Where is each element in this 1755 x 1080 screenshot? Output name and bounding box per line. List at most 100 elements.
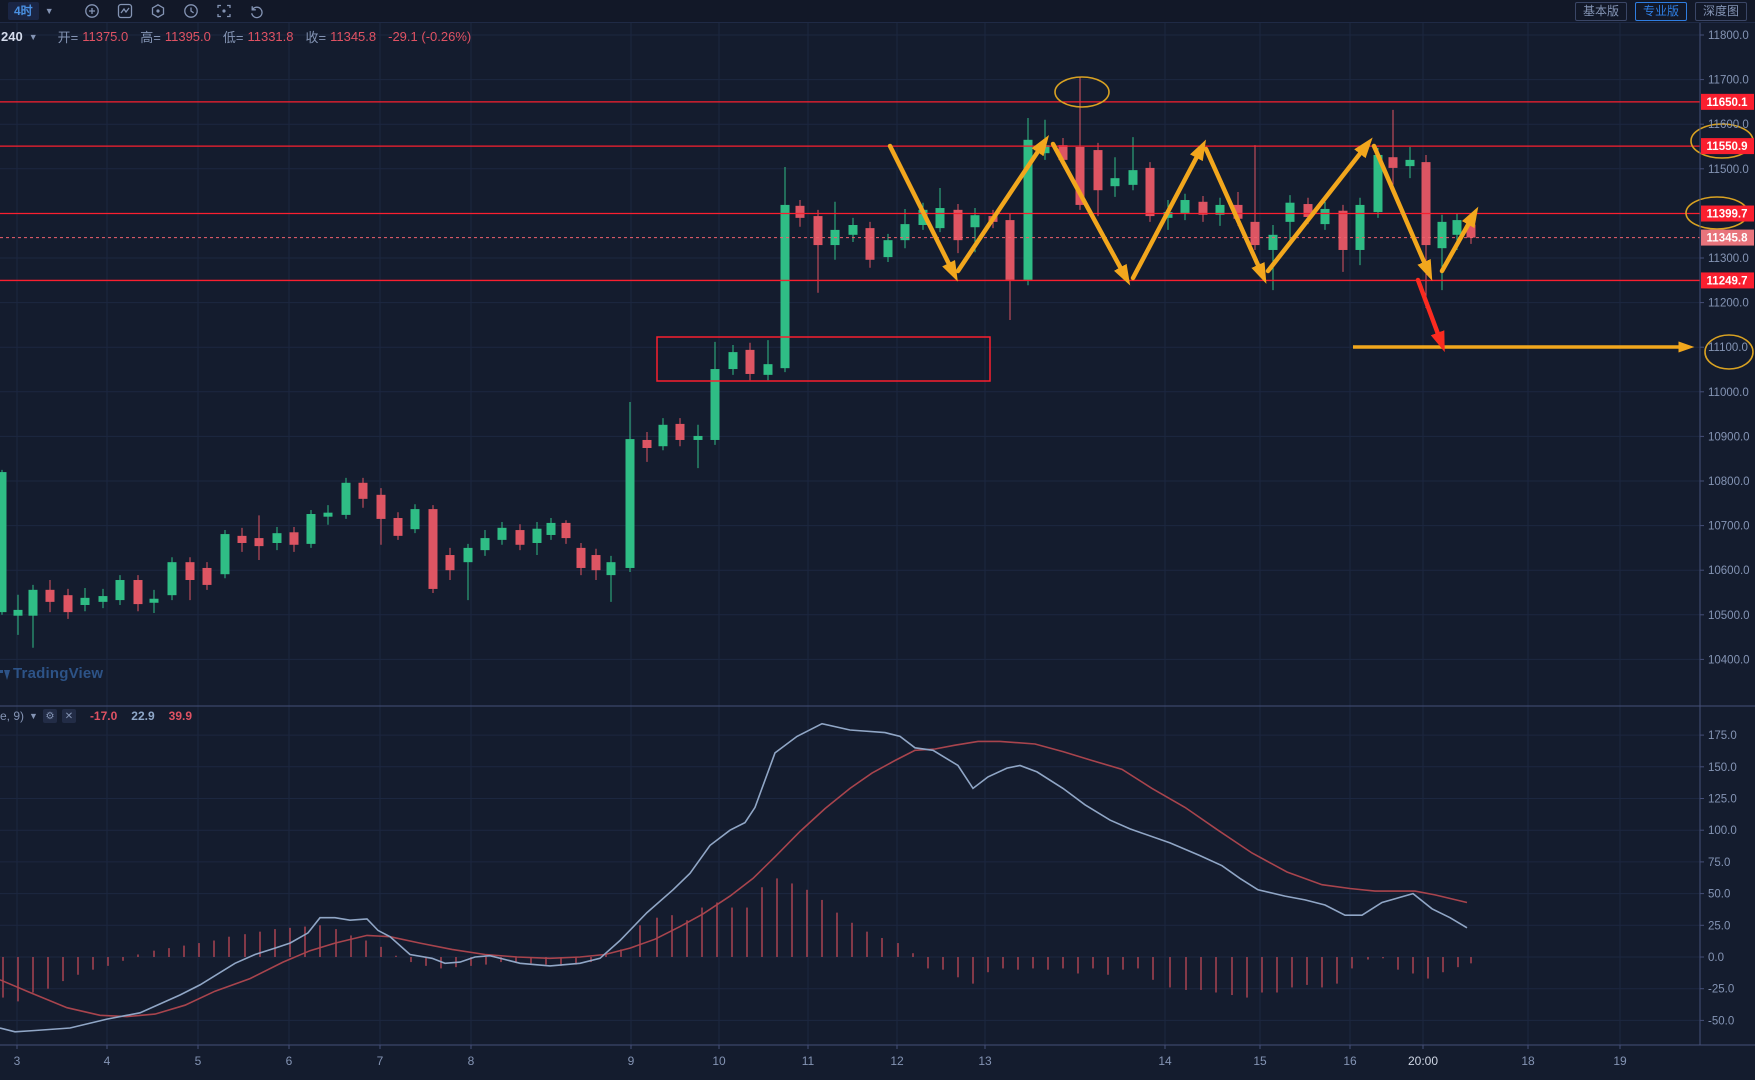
close-label: 收=: [305, 30, 327, 45]
level-price-badge: 11550.9: [1701, 138, 1754, 155]
svg-text:4: 4: [104, 1054, 111, 1068]
svg-text:10700.0: 10700.0: [1708, 521, 1750, 533]
svg-text:-25.0: -25.0: [1708, 984, 1734, 996]
tradingview-watermark: TradingView: [0, 665, 103, 682]
close-value: 11345.8: [330, 29, 377, 44]
change-value: -29.1 (-0.26%): [388, 29, 472, 44]
indicator-settings-button[interactable]: ⚙: [42, 709, 57, 723]
candles-layer: [0, 77, 1476, 648]
svg-text:9: 9: [628, 1054, 635, 1068]
svg-text:11500.0: 11500.0: [1708, 164, 1749, 176]
svg-text:11700.0: 11700.0: [1708, 75, 1749, 87]
low-value: 11331.8: [247, 29, 294, 44]
pane-borders: [0, 22, 1755, 1046]
svg-text:12: 12: [890, 1054, 904, 1068]
svg-text:11100.0: 11100.0: [1708, 342, 1748, 354]
zigzag-arrow: [1265, 137, 1373, 274]
svg-text:50.0: 50.0: [1708, 889, 1730, 901]
svg-text:11650.1: 11650.1: [1707, 97, 1749, 109]
price-axis[interactable]: 11800.0 11700.0 11600.0 11500.0 11300.0 11200…: [1700, 30, 1754, 1027]
highlight-ellipse: [1704, 334, 1754, 370]
breakdown-red-arrow: [1415, 277, 1445, 353]
svg-text:10900.0: 10900.0: [1708, 431, 1750, 443]
macd-indicator-layer: [0, 722, 1472, 1033]
indicator-close-button[interactable]: ✕: [61, 709, 76, 723]
svg-text:20:00: 20:00: [1408, 1054, 1438, 1068]
svg-text:18: 18: [1521, 1054, 1535, 1068]
time-axis[interactable]: 3 4 5 6 7 8 9 10 11 12 13 14 15 16 20:00 18 19: [14, 1045, 1627, 1068]
svg-text:7: 7: [377, 1054, 384, 1068]
open-label: 开=: [57, 30, 79, 45]
screenshot-icon[interactable]: [216, 3, 232, 19]
indicator-hist-value: -17.0: [89, 709, 118, 723]
indicator-chevron-down-icon[interactable]: ▼: [29, 711, 38, 721]
svg-text:6: 6: [286, 1054, 293, 1068]
highlight-ellipse: [1054, 76, 1110, 108]
svg-text:11345.8: 11345.8: [1707, 233, 1749, 245]
chevron-down-icon[interactable]: ▼: [28, 31, 38, 42]
last-price-badge: 11345.8: [1701, 229, 1754, 246]
price-levels-layer: [0, 101, 1700, 282]
toolbar: 4时 ▼ 基本版 专业版 深度图: [0, 0, 1755, 23]
depth-chart-button[interactable]: 深度图: [1694, 1, 1747, 21]
zigzag-arrow: [1371, 143, 1433, 281]
high-label: 高=: [140, 30, 161, 45]
svg-text:14: 14: [1158, 1054, 1172, 1068]
svg-text:10400.0: 10400.0: [1708, 654, 1750, 666]
indicator-macd-value: 22.9: [131, 709, 155, 723]
indicator-line-icon[interactable]: [117, 3, 133, 19]
high-value: 11395.0: [164, 29, 211, 44]
svg-text:100.0: 100.0: [1708, 825, 1737, 837]
signal-line: [0, 740, 1468, 1018]
svg-text:5: 5: [195, 1054, 202, 1068]
zigzag-arrow: [1050, 141, 1131, 286]
macd-line: [0, 722, 1468, 1033]
tradingview-logo-icon: [0, 670, 10, 680]
svg-text:11550.9: 11550.9: [1707, 141, 1748, 153]
svg-text:15: 15: [1253, 1054, 1267, 1068]
symbol-interval-label[interactable]: 240: [1, 29, 23, 44]
indicator-signal-value: 39.9: [168, 709, 193, 723]
svg-text:75.0: 75.0: [1708, 857, 1730, 869]
undo-icon[interactable]: [249, 3, 265, 19]
zigzag-arrow: [1203, 146, 1267, 284]
svg-text:10: 10: [712, 1054, 726, 1068]
svg-text:11249.7: 11249.7: [1707, 275, 1748, 287]
svg-text:16: 16: [1343, 1054, 1357, 1068]
svg-text:11000.0: 11000.0: [1708, 387, 1749, 399]
svg-text:3: 3: [14, 1054, 21, 1068]
hexagon-icon[interactable]: [150, 3, 166, 19]
zigzag-arrow: [887, 143, 958, 282]
svg-text:10800.0: 10800.0: [1708, 476, 1750, 488]
svg-text:10500.0: 10500.0: [1708, 610, 1750, 622]
level-price-badge: 11249.7: [1701, 272, 1754, 289]
interval-chevron-down-icon[interactable]: ▼: [44, 6, 54, 16]
svg-text:10600.0: 10600.0: [1708, 565, 1750, 577]
level-price-badge: 11650.1: [1701, 93, 1754, 110]
svg-text:125.0: 125.0: [1708, 794, 1737, 806]
svg-text:13: 13: [978, 1054, 992, 1068]
svg-text:150.0: 150.0: [1708, 762, 1737, 774]
indicator-header: e, 9) ▼ ⚙ ✕ -17.0 22.9 39.9: [0, 709, 192, 723]
grid-layer: [0, 22, 1700, 1045]
svg-text:175.0: 175.0: [1708, 730, 1737, 742]
interval-selector[interactable]: 4时: [8, 2, 39, 20]
zigzag-arrow: [1130, 139, 1207, 281]
zigzag-arrow: [955, 135, 1050, 274]
indicator-name[interactable]: e, 9): [0, 709, 25, 723]
svg-text:-50.0: -50.0: [1708, 1015, 1734, 1027]
svg-text:11399.7: 11399.7: [1707, 209, 1748, 221]
open-value: 11375.0: [82, 29, 129, 44]
svg-text:11200.0: 11200.0: [1708, 298, 1749, 310]
clock-icon[interactable]: [183, 3, 199, 19]
low-label: 低=: [222, 30, 244, 45]
circle-plus-icon[interactable]: [84, 3, 100, 19]
red-box-annotation: [656, 336, 991, 382]
pro-version-button[interactable]: 专业版: [1634, 1, 1687, 21]
svg-text:25.0: 25.0: [1708, 920, 1730, 932]
basic-version-button[interactable]: 基本版: [1574, 1, 1627, 21]
svg-text:11800.0: 11800.0: [1708, 30, 1749, 42]
